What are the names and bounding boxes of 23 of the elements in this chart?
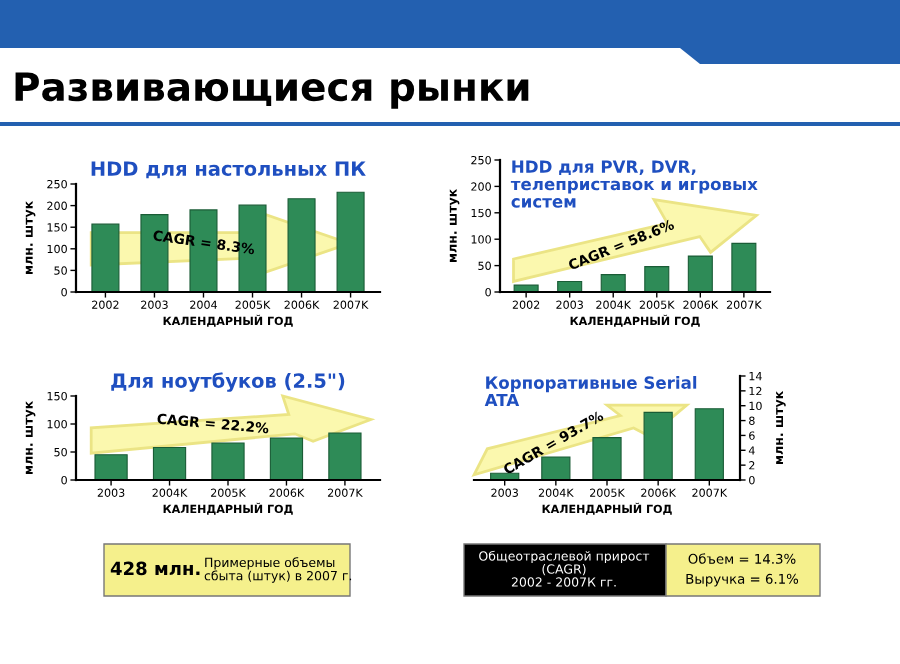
bar (211, 442, 245, 480)
bar (687, 255, 713, 292)
text: Развивающиеся рынки (15, 72, 529, 109)
text: 428 млн. (110, 561, 200, 576)
bar (541, 456, 571, 480)
chart-title: Для ноутбуков (2.5") (111, 372, 345, 392)
bar (557, 280, 583, 292)
chart-title: Корпоративные Serial ATA (484, 376, 697, 407)
bar (328, 432, 362, 480)
chart-title: HDD для настольных ПК (91, 161, 366, 179)
bar (336, 191, 365, 292)
bar (94, 454, 128, 480)
bar (287, 198, 316, 292)
bar (513, 284, 539, 292)
bar (644, 266, 670, 292)
bar (731, 242, 757, 292)
bar (694, 408, 724, 480)
bar (91, 223, 120, 292)
bar (269, 437, 304, 480)
bar (152, 446, 187, 480)
bar (643, 411, 673, 480)
text: HDD для PVR, DVR, телеприставок и игровых систем (510, 160, 758, 208)
bar (600, 274, 626, 292)
